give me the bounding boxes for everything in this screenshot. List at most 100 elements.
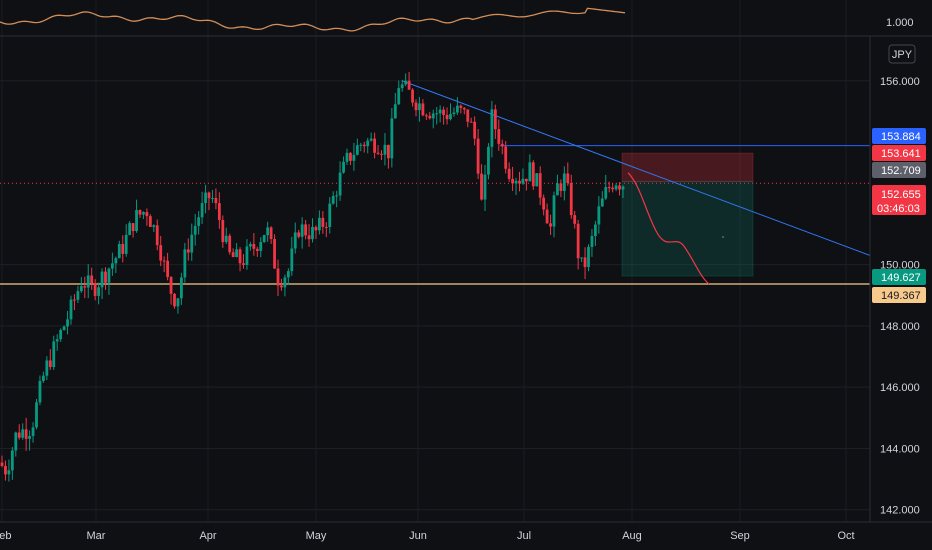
candle-body xyxy=(231,252,235,257)
candle xyxy=(421,99,425,117)
candle xyxy=(611,183,615,193)
candle-body xyxy=(69,299,73,320)
price-tag-countdown: 03:46:03 xyxy=(877,203,920,215)
candle-body xyxy=(169,277,173,294)
candle-body xyxy=(104,271,107,283)
candle xyxy=(552,191,556,238)
candle xyxy=(580,257,583,263)
candle-body xyxy=(456,105,459,113)
candle-body xyxy=(242,263,245,265)
candle-body xyxy=(276,268,280,286)
candle-body xyxy=(145,212,149,217)
candle xyxy=(266,221,270,242)
candle-body xyxy=(397,88,401,105)
candle xyxy=(345,148,349,165)
candle xyxy=(504,140,508,174)
candle xyxy=(186,238,190,261)
candle-body xyxy=(280,285,283,288)
candle xyxy=(131,222,135,238)
candle xyxy=(286,268,290,286)
price-tag-bg xyxy=(872,145,926,161)
candle-body xyxy=(504,146,508,169)
candle xyxy=(573,210,577,229)
candle-body xyxy=(155,225,159,246)
candle xyxy=(173,293,176,309)
level-lines[interactable] xyxy=(0,80,871,285)
trend-line[interactable] xyxy=(401,80,871,256)
candle xyxy=(387,144,390,169)
candle-body xyxy=(176,298,180,307)
candle-body xyxy=(604,187,608,199)
candle-body xyxy=(190,234,194,253)
candle xyxy=(117,240,121,259)
candle xyxy=(545,203,549,224)
candle xyxy=(259,237,263,258)
candle-body xyxy=(259,242,263,251)
position-zones[interactable] xyxy=(621,152,754,277)
candle-body xyxy=(4,465,7,475)
candle-body xyxy=(335,195,339,197)
price-tag: 152.709 xyxy=(872,162,926,178)
candle xyxy=(404,73,408,87)
candle xyxy=(355,138,359,156)
candle-body xyxy=(345,152,349,162)
candle-body xyxy=(569,183,573,216)
candle xyxy=(169,276,173,305)
candle-body xyxy=(245,246,249,265)
price-axis[interactable]: JPY 142.000 144.000 146.000 148.000 150.000 15… xyxy=(869,36,920,522)
candle xyxy=(38,375,42,406)
price-tag-bg xyxy=(872,269,926,285)
candle-body xyxy=(404,80,408,85)
candle xyxy=(431,109,435,129)
price-tag-bg xyxy=(872,162,926,178)
candle-body xyxy=(62,326,66,331)
candle-body xyxy=(252,244,256,249)
candle xyxy=(300,217,304,249)
candle-body xyxy=(90,275,94,284)
candle xyxy=(152,224,156,232)
candle xyxy=(200,191,204,224)
candle-body xyxy=(166,260,169,278)
take-profit-zone[interactable] xyxy=(621,181,754,277)
candle xyxy=(590,229,594,257)
candle xyxy=(252,233,256,256)
candle xyxy=(204,184,207,214)
candle-body xyxy=(414,102,418,111)
projection-line xyxy=(627,172,710,285)
candle xyxy=(304,220,307,240)
candle xyxy=(569,174,573,219)
candle-body xyxy=(507,168,511,179)
candle-body xyxy=(55,339,59,342)
candle-body xyxy=(614,185,618,190)
candle xyxy=(297,229,301,239)
candle xyxy=(21,423,25,440)
candle-body xyxy=(269,227,273,240)
candle xyxy=(217,192,221,229)
candle xyxy=(366,137,370,154)
candle-body xyxy=(466,109,470,122)
time-axis[interactable]: Feb Mar Apr May Jun Jul Aug Sep Oct xyxy=(0,521,932,542)
stop-loss-zone[interactable] xyxy=(621,152,754,182)
candle xyxy=(380,150,383,160)
candle-body xyxy=(79,286,83,292)
candle xyxy=(207,191,211,211)
candle xyxy=(45,356,49,381)
candle xyxy=(224,227,228,245)
candle-body xyxy=(142,212,145,215)
candle-body xyxy=(76,291,80,300)
candle-body xyxy=(86,275,90,288)
candle-body xyxy=(235,249,238,257)
candle-body xyxy=(66,319,69,327)
candle-body xyxy=(304,224,307,236)
candle xyxy=(7,459,11,482)
candle xyxy=(566,162,570,186)
candle xyxy=(411,88,414,107)
currency-badge[interactable] xyxy=(888,44,916,64)
price-tag-label: 152.709 xyxy=(881,165,921,177)
candle-body xyxy=(93,283,97,296)
candle-body xyxy=(97,287,100,296)
candle-body xyxy=(438,109,442,114)
candle-body xyxy=(152,225,156,227)
candle xyxy=(397,80,401,106)
